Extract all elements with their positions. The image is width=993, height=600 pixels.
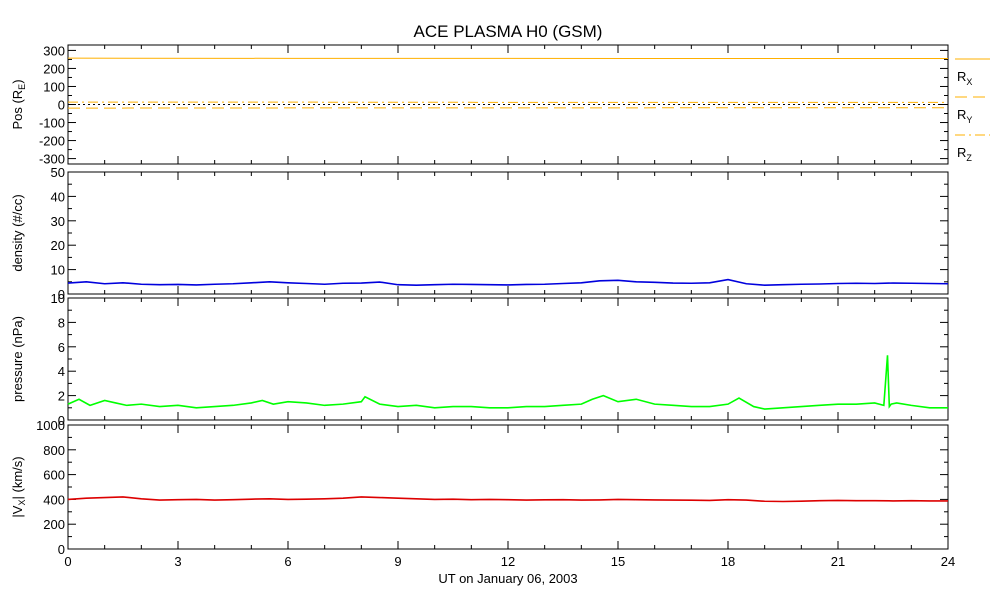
plot-frame <box>67 171 949 295</box>
plot-frame <box>67 297 949 421</box>
y-tick-label: 0 <box>58 287 65 302</box>
y-tick-label: 50 <box>51 165 65 180</box>
y-tick-label: 1000 <box>36 418 65 433</box>
y-axis-label: density (#/cc) <box>10 194 25 271</box>
y-tick-label: 2 <box>58 389 65 404</box>
y-tick-label: -300 <box>39 152 65 167</box>
chart-title: ACE PLASMA H0 (GSM) <box>414 22 603 41</box>
y-tick-label: 10 <box>51 291 65 306</box>
x-tick-label: 6 <box>284 554 291 569</box>
y-axis-label: Pos (RE) <box>10 79 27 129</box>
y-tick-label: 400 <box>43 492 65 507</box>
legend-label: RZ <box>957 145 972 163</box>
panel-pressure: 0 2 4 6 8 10 pressure (nPa) <box>10 291 949 428</box>
y-tick-label: 800 <box>43 443 65 458</box>
plot-frame <box>67 424 949 550</box>
y-tick-label: 6 <box>58 340 65 355</box>
legend-label: RX <box>957 69 972 87</box>
y-tick-label: 0 <box>58 413 65 428</box>
y-tick-label: 30 <box>51 214 65 229</box>
y-tick-label: 8 <box>58 315 65 330</box>
x-tick-label: 15 <box>611 554 625 569</box>
x-tick-label: 0 <box>64 554 71 569</box>
y-axis-label: pressure (nPa) <box>10 316 25 402</box>
x-tick-label: 3 <box>174 554 181 569</box>
x-tick-label: 24 <box>941 554 955 569</box>
y-tick-label: 300 <box>43 43 65 58</box>
y-tick-label: 600 <box>43 468 65 483</box>
x-tick-label: 9 <box>394 554 401 569</box>
y-tick-label: 0 <box>58 542 65 557</box>
y-tick-label: -200 <box>39 134 65 149</box>
panel-pos: -300 -200 -100 0 100 200 300 Pos (RE) RX RY RZ <box>10 43 990 167</box>
y-axis-label: |VX| (km/s) <box>10 456 27 517</box>
legend-label: RY <box>957 107 972 125</box>
x-axis-label: UT on January 06, 2003 <box>438 571 577 586</box>
y-tick-label: -100 <box>39 116 65 131</box>
series-line-pressure <box>67 355 948 410</box>
x-tick-label: 12 <box>501 554 515 569</box>
y-tick-label: 200 <box>43 517 65 532</box>
x-tick-label: 18 <box>721 554 735 569</box>
panel-density: 0 10 20 30 40 50 density (#/cc) <box>10 165 949 302</box>
y-tick-label: 200 <box>43 61 65 76</box>
y-tick-label: 20 <box>51 238 65 253</box>
x-tick-label: 21 <box>831 554 845 569</box>
y-tick-label: 40 <box>51 189 65 204</box>
series-line-vx <box>67 496 948 503</box>
series-line-density <box>67 278 949 287</box>
y-tick-label: 10 <box>51 263 65 278</box>
y-tick-label: 100 <box>43 79 65 94</box>
y-tick-label: 0 <box>58 98 65 113</box>
y-tick-label: 4 <box>58 364 65 379</box>
panel-vx: 0 200 400 600 800 1000 0 3 6 9 12 15 18 21 24 |VX| (km/… <box>10 418 955 569</box>
